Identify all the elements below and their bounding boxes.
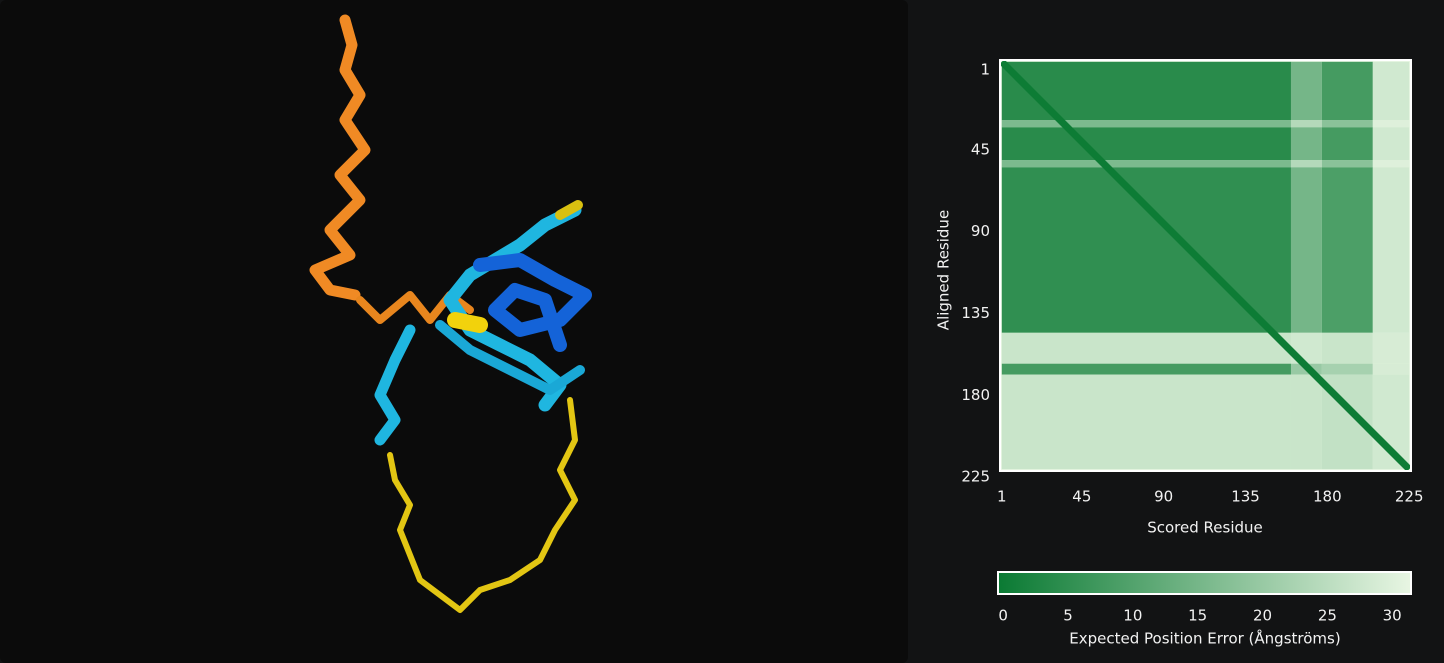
x-tick-label: 135: [1231, 488, 1260, 506]
heatmap-border: [999, 59, 1412, 472]
colorbar-label: Expected Position Error (Ångströms): [1069, 629, 1340, 648]
heatmap-cell: [1290, 160, 1322, 168]
y-tick-label: 45: [971, 140, 990, 158]
x-tick-label: 225: [1395, 488, 1424, 506]
colorbar-tick-label: 20: [1253, 607, 1272, 625]
heatmap-cell: [1372, 332, 1410, 364]
x-tick-label: 1: [997, 488, 1007, 506]
heatmap-cell: [1372, 120, 1410, 128]
pae-plot: Aligned Residue Scored Residue Expected …: [935, 59, 1424, 648]
heatmap-cell: [1321, 61, 1373, 121]
colorbar-tick-label: 15: [1188, 607, 1207, 625]
heatmap-cell: [1001, 374, 1291, 470]
x-tick-label: 180: [1313, 488, 1342, 506]
heatmap-cell: [1372, 167, 1410, 333]
heatmap-cell: [1321, 363, 1373, 375]
heatmap-cell: [1001, 332, 1291, 364]
colorbar-tick-label: 30: [1383, 607, 1402, 625]
heatmap-cell: [1372, 160, 1410, 168]
colorbar: [997, 571, 1412, 595]
y-tick-label: 180: [961, 386, 990, 404]
heatmap-cell: [1290, 167, 1322, 333]
heatmap-cell: [1001, 363, 1291, 375]
heatmap-cell: [1321, 167, 1373, 333]
colorbar-tick-label: 25: [1318, 607, 1337, 625]
heatmap-cell: [1372, 127, 1410, 161]
x-axis-label: Scored Residue: [1147, 519, 1263, 537]
heatmap-cell: [1290, 374, 1322, 470]
y-tick-label: 90: [971, 222, 990, 240]
heatmap-cell: [1001, 120, 1291, 128]
y-axis-label: Aligned Residue: [935, 210, 953, 330]
colorbar-tick-label: 5: [1063, 607, 1073, 625]
y-tick-label: 225: [961, 468, 990, 486]
heatmap-cell: [1001, 127, 1291, 161]
y-tick-label: 135: [961, 304, 990, 322]
heatmap-cell: [1001, 160, 1291, 168]
heatmap-cell: [1001, 61, 1291, 121]
heatmap-cell: [1372, 61, 1410, 121]
heatmap-cell: [1372, 363, 1410, 375]
heatmap-cell: [1321, 127, 1373, 161]
protein-structure: [309, 14, 592, 613]
heatmap-cell: [1321, 120, 1373, 128]
heatmap-diagonal: [999, 59, 1412, 472]
heatmap-cell: [1290, 120, 1322, 128]
heatmap-cell: [1290, 127, 1322, 161]
colorbar-tick-label: 0: [998, 607, 1008, 625]
colorbar-tick-label: 10: [1123, 607, 1142, 625]
heatmap-cell: [1290, 61, 1322, 121]
x-tick-label: 45: [1072, 488, 1091, 506]
x-tick-label: 90: [1154, 488, 1173, 506]
heatmap-cell: [1321, 160, 1373, 168]
y-tick-label: 1: [980, 60, 990, 78]
heatmap-cell: [1321, 332, 1373, 364]
